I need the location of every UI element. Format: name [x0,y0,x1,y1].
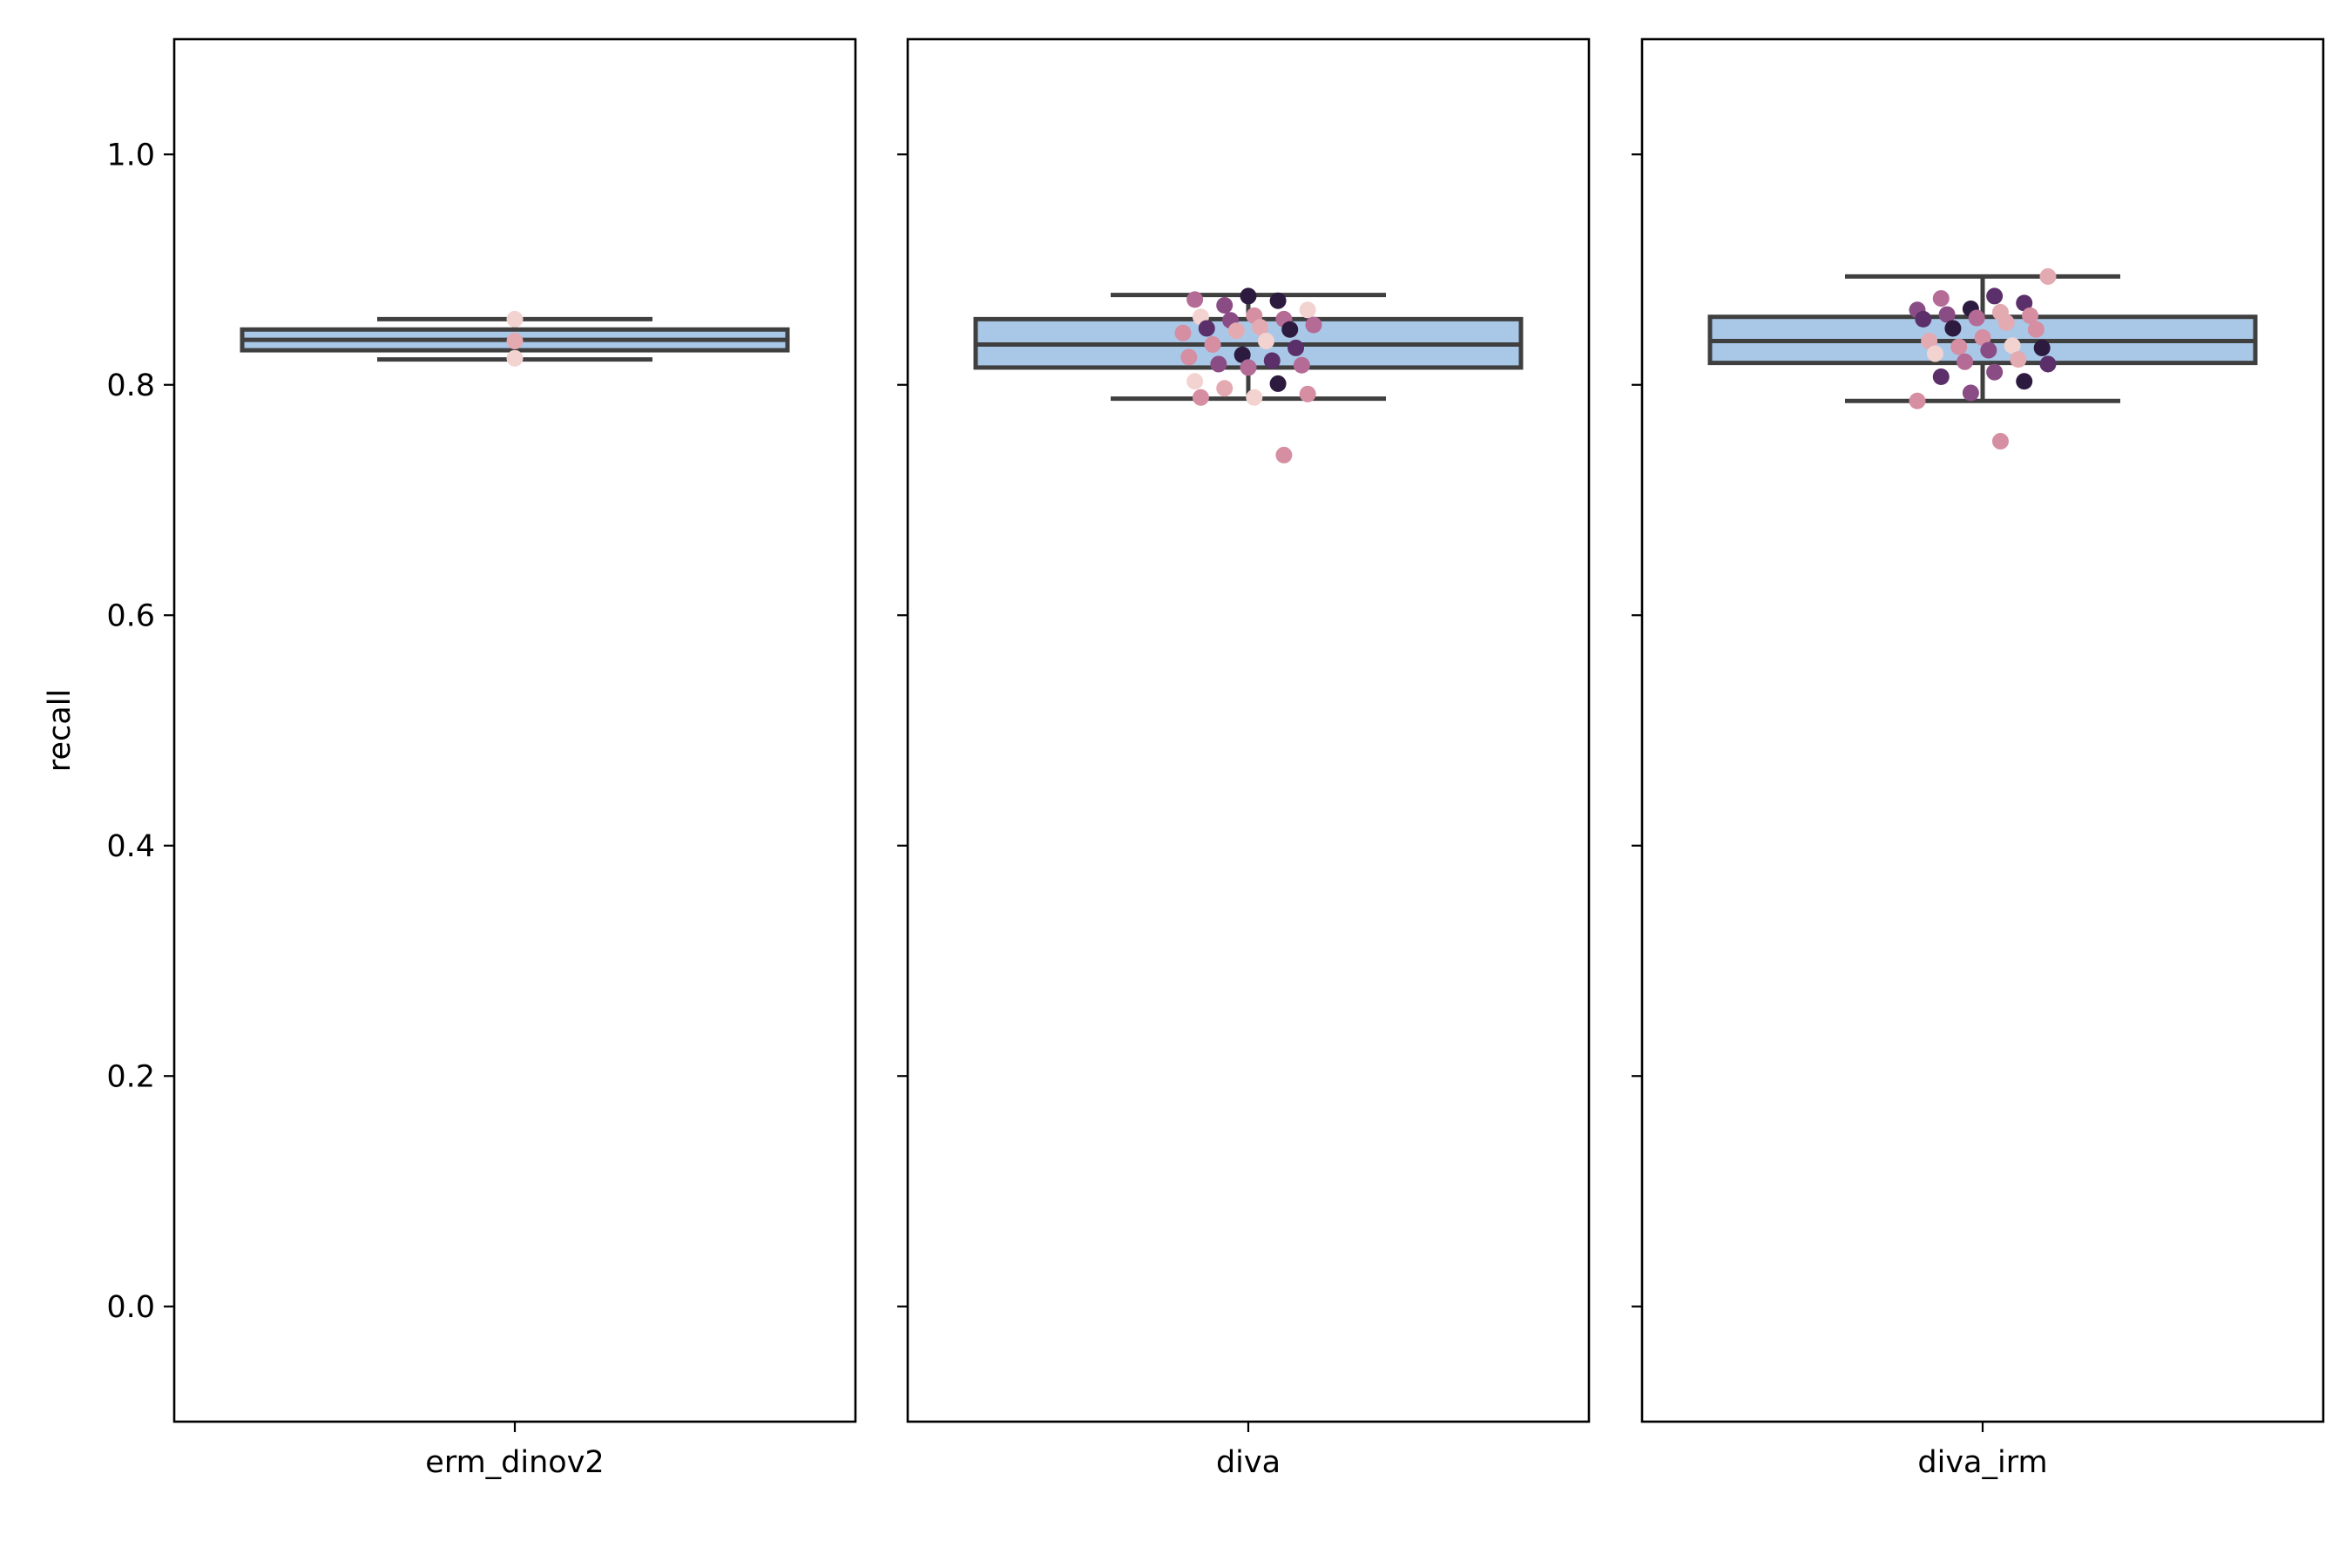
x-tick-label: erm_dinov2 [425,1445,604,1480]
data-point [1233,346,1251,363]
data-point [1216,296,1233,314]
data-point [2016,294,2033,312]
y-tick-label: 0.6 [106,598,155,633]
data-point [1944,320,1962,337]
data-point [1299,301,1316,319]
data-point [1305,316,1322,334]
data-point [1950,338,1968,355]
data-point [1186,291,1204,308]
data-point [1204,335,1221,353]
data-point [1986,363,2004,381]
y-tick-label: 0.8 [106,368,155,403]
data-point [1269,375,1287,392]
data-point [1293,356,1310,374]
data-point [1281,321,1299,338]
data-point [2010,351,2027,368]
y-tick-label: 0.4 [106,829,155,864]
panel-diva: diva [897,37,1591,1480]
data-point [1921,332,1938,349]
data-point [1240,287,1257,305]
data-point [2027,321,2044,338]
data-point [1263,352,1281,369]
data-point [1269,292,1287,309]
y-axis-label: recall [43,689,78,772]
data-point [1926,345,1943,362]
data-point [1252,319,1269,336]
data-point [1968,309,1985,327]
panel-erm_dinov2: 0.0 0.2 0.4 0.6 0.8 1.0 erm_dinov2 [106,37,857,1480]
data-point [1192,389,1209,406]
data-point [1275,446,1293,463]
data-point [2033,339,2051,356]
data-point [1180,348,1198,366]
data-point [506,332,524,349]
data-point [506,349,524,367]
data-point [1246,389,1263,406]
data-point [1174,324,1192,341]
axes-frame [1640,37,2325,1423]
axes-frame [906,37,1591,1423]
panels: 0.0 0.2 0.4 0.6 0.8 1.0 erm_dinov2 diva diva_irm [106,37,2325,1480]
data-point [1938,306,1956,323]
x-tick-label: diva [1216,1445,1281,1480]
y-tick-label: 0.2 [106,1059,155,1094]
data-point [1986,287,2004,305]
data-point [2039,355,2057,373]
data-point [1957,353,1974,370]
axes-frame [172,37,857,1423]
data-point [1915,310,1932,328]
data-point [2004,337,2021,355]
data-point [1932,290,1950,308]
x-tick-label: diva_irm [1917,1445,2047,1480]
data-point [1257,332,1274,349]
data-point [2022,307,2039,324]
data-point [2016,373,2033,390]
data-point [1980,341,1997,359]
data-point [1997,314,2015,331]
y-tick-label: 0.0 [106,1290,155,1325]
data-point [1991,433,2009,450]
y-tick-label: 1.0 [106,138,155,172]
data-point [1198,320,1215,337]
data-point [1216,380,1233,397]
data-point [1962,384,1979,402]
data-point [1240,359,1257,376]
data-point [1299,385,1316,402]
data-point [1227,322,1245,340]
data-point [506,310,524,328]
data-point [1932,368,1950,385]
data-point [1974,329,1991,347]
panel-diva_irm: diva_irm [1632,37,2325,1480]
data-point [2039,267,2057,285]
data-point [1909,392,1926,409]
data-point [1210,355,1227,373]
data-point [1186,373,1204,390]
data-point [1288,339,1305,356]
